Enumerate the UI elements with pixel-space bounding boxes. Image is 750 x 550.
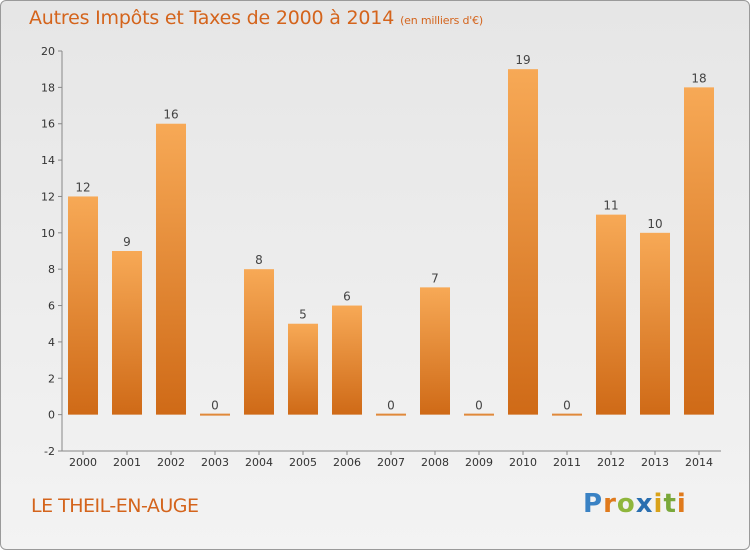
bar-value-label: 6: [343, 290, 351, 304]
x-tick-label: 2007: [377, 456, 405, 469]
commune-name: LE THEIL-EN-AUGE: [31, 495, 199, 517]
bar-value-label: 10: [647, 217, 662, 231]
bars: [68, 69, 714, 416]
logo-letter: o: [616, 489, 636, 519]
bar-value-label: 11: [603, 199, 618, 213]
x-tick-label: 2012: [597, 456, 625, 469]
x-tick-label: 2006: [333, 456, 361, 469]
bar-value-label: 16: [163, 108, 178, 122]
x-tick-label: 2013: [641, 456, 669, 469]
y-tick-label: 14: [41, 154, 55, 167]
bar: [552, 413, 582, 416]
x-tick-label: 2000: [69, 456, 97, 469]
bar-value-label: 18: [691, 71, 706, 85]
bar: [332, 305, 362, 415]
x-tick-label: 2002: [157, 456, 185, 469]
x-tick-label: 2004: [245, 456, 273, 469]
bar: [640, 232, 670, 415]
x-tick-label: 2014: [685, 456, 713, 469]
bar: [376, 413, 406, 416]
bar-value-labels: 12 9 16 0 8 5 6 0 7 0 19 0 11 10 18: [75, 53, 706, 412]
bar: [156, 123, 186, 415]
x-tick-label: 2009: [465, 456, 493, 469]
y-tick-label: 12: [41, 190, 55, 203]
axes: -2 0 2 4 6 8 10 12 14 16 18 20 2000 2001 2002 2003 2004 2…: [41, 45, 721, 469]
bar: [200, 413, 230, 416]
bar-value-label: 0: [563, 399, 571, 413]
y-tick-label: 18: [41, 81, 55, 94]
bar: [508, 69, 538, 415]
logo-letter: i: [653, 489, 664, 519]
x-tick-label: 2003: [201, 456, 229, 469]
bar: [112, 251, 142, 415]
x-tick-label: 2011: [553, 456, 581, 469]
bar: [288, 323, 318, 415]
bar-value-label: 5: [299, 308, 307, 322]
y-tick-label: 6: [48, 300, 55, 313]
x-tick-label: 2010: [509, 456, 537, 469]
bar-value-label: 0: [475, 399, 483, 413]
y-tick-label: 4: [48, 336, 55, 349]
y-tick-label: 0: [48, 409, 55, 422]
bar-value-label: 0: [387, 399, 395, 413]
bar: [596, 214, 626, 415]
y-tick-label: 10: [41, 227, 55, 240]
bar: [420, 287, 450, 415]
y-tick-label: -2: [44, 445, 55, 458]
bar-value-label: 8: [255, 253, 263, 267]
x-tick-label: 2001: [113, 456, 141, 469]
y-tick-label: 2: [48, 372, 55, 385]
logo-letter: t: [663, 489, 677, 519]
proxiti-logo: Proxiti: [583, 489, 687, 519]
bar: [684, 87, 714, 415]
bar-value-label: 12: [75, 180, 90, 194]
bar-value-label: 7: [431, 271, 439, 285]
chart-title-text: Autres Impôts et Taxes de 2000 à 2014: [29, 7, 395, 29]
x-tick-label: 2008: [421, 456, 449, 469]
logo-letter: P: [583, 489, 604, 519]
x-tick-label: 2005: [289, 456, 317, 469]
y-tick-label: 16: [41, 118, 55, 131]
bar-value-label: 9: [123, 235, 131, 249]
bar-value-label: 19: [515, 53, 530, 67]
chart-title: Autres Impôts et Taxes de 2000 à 2014 (en…: [29, 7, 483, 29]
chart-subtitle: (en milliers d'€): [400, 14, 483, 27]
logo-letter: r: [603, 489, 617, 519]
logo-letter: x: [635, 489, 654, 519]
logo-letter: i: [676, 489, 687, 519]
y-tick-label: 20: [41, 45, 55, 58]
bar: [464, 413, 494, 416]
y-tick-label: 8: [48, 263, 55, 276]
bar-value-label: 0: [211, 399, 219, 413]
bar: [68, 196, 98, 415]
bar: [244, 269, 274, 415]
